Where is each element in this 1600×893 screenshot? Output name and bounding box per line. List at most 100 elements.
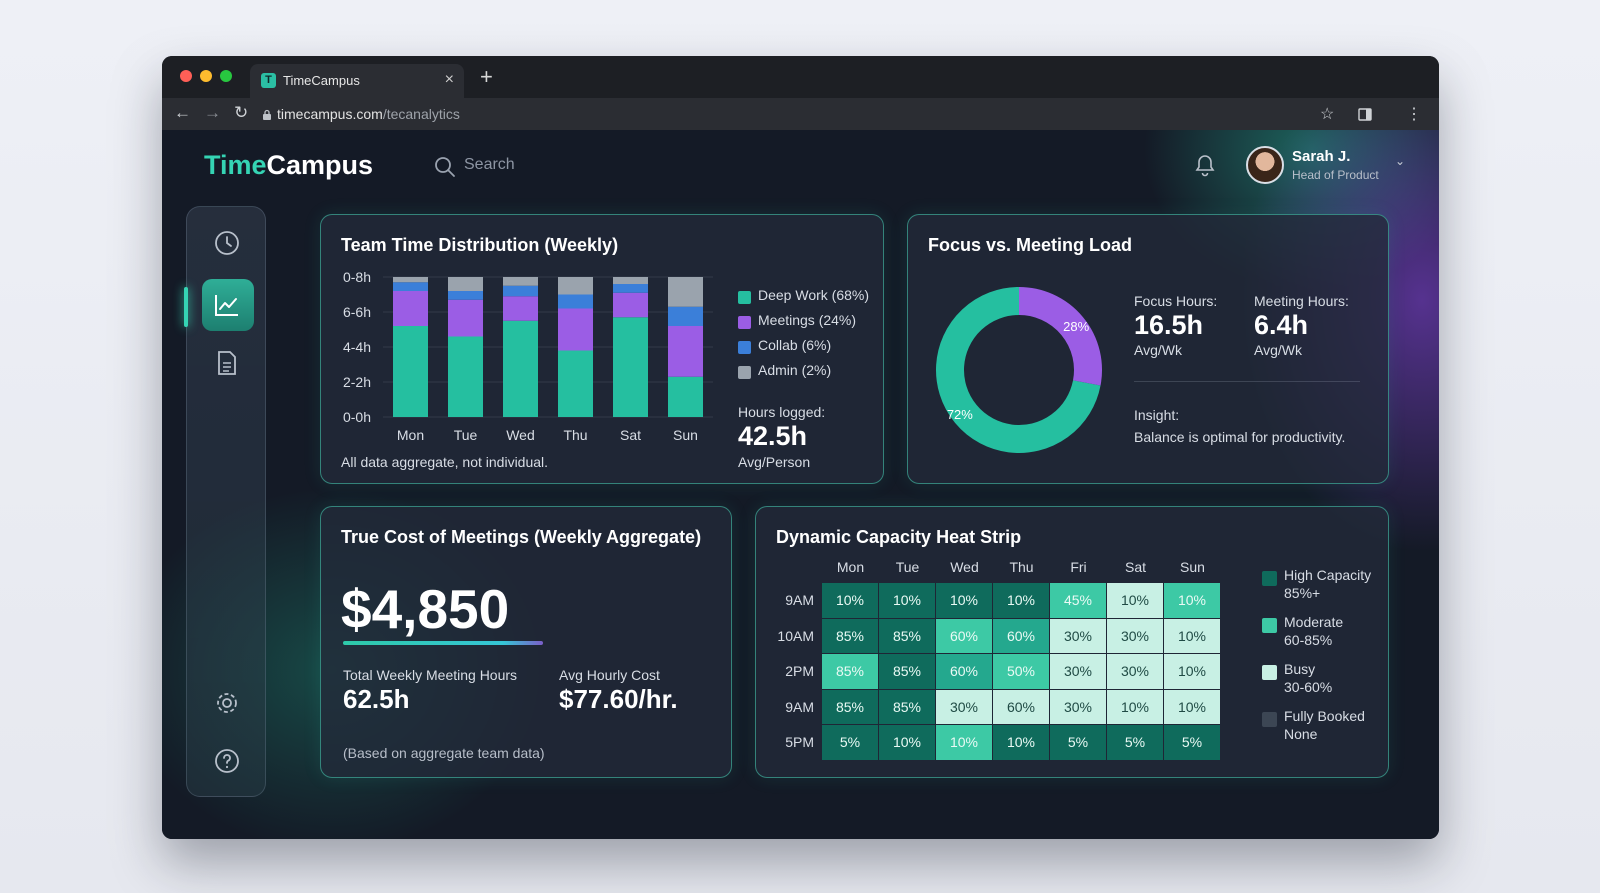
- bar-segment: [613, 292, 648, 318]
- browser-tab[interactable]: T TimeCampus ×: [250, 64, 464, 98]
- heat-cell[interactable]: 85%: [879, 689, 935, 724]
- heat-column-header: Tue: [895, 559, 920, 575]
- heat-cell[interactable]: 10%: [1164, 583, 1220, 618]
- bookmark-star-icon[interactable]: ☆: [1320, 106, 1335, 123]
- sidebar-item-help[interactable]: [209, 743, 245, 779]
- legend-label: Admin (2%): [758, 362, 832, 378]
- heat-cell[interactable]: 30%: [936, 689, 992, 724]
- heat-cell[interactable]: 60%: [993, 689, 1049, 724]
- meeting-hours-label: Meeting Hours:: [1254, 293, 1349, 309]
- heat-cell[interactable]: 85%: [879, 618, 935, 653]
- forward-icon[interactable]: →: [204, 103, 221, 122]
- sidebar-toggle-icon[interactable]: [1358, 108, 1372, 121]
- heat-cell[interactable]: 85%: [822, 618, 878, 653]
- heat-cell[interactable]: 10%: [993, 725, 1049, 760]
- heat-cell[interactable]: 5%: [1107, 725, 1163, 760]
- avatar[interactable]: [1246, 146, 1284, 184]
- heat-column-header: Mon: [836, 559, 865, 575]
- sidebar: [184, 206, 266, 797]
- heat-cell[interactable]: 10%: [936, 583, 992, 618]
- heat-cell[interactable]: 30%: [1050, 654, 1106, 689]
- heat-cell[interactable]: 10%: [1164, 618, 1220, 653]
- donut-slice: [936, 287, 1101, 453]
- app-logo[interactable]: TimeCampus: [204, 150, 373, 181]
- cost-card: True Cost of Meetings (Weekly Aggregate)…: [320, 506, 732, 778]
- legend-label: Deep Work (68%): [758, 287, 870, 303]
- minimize-window-dot[interactable]: [200, 70, 212, 82]
- new-tab-icon[interactable]: +: [480, 64, 493, 89]
- heat-cell[interactable]: 30%: [1050, 618, 1106, 653]
- heat-card: Dynamic Capacity Heat Strip Mon Tue Wed Thu…: [755, 506, 1389, 778]
- heat-legend-range: 30-60%: [1284, 679, 1333, 695]
- bar-segment: [503, 296, 538, 321]
- insight-text: Balance is optimal for productivity.: [1134, 429, 1346, 445]
- address-bar[interactable]: timecampus.com/tecanalytics: [277, 106, 460, 122]
- notification-bell-icon[interactable]: [1194, 153, 1216, 177]
- x-tick-label: Wed: [506, 427, 535, 443]
- heat-cell[interactable]: 85%: [822, 689, 878, 724]
- distribution-card: Team Time Distribution (Weekly) 0-0h 2-2h…: [320, 214, 884, 484]
- bar-segment: [393, 282, 428, 291]
- heat-cell[interactable]: 85%: [822, 654, 878, 689]
- heat-cell[interactable]: 5%: [1050, 725, 1106, 760]
- heat-cell[interactable]: 5%: [822, 725, 878, 760]
- heat-cell[interactable]: 30%: [1050, 689, 1106, 724]
- heat-legend-swatch: [1262, 712, 1277, 727]
- search-input[interactable]: Search: [434, 154, 634, 182]
- back-icon[interactable]: ←: [174, 103, 191, 122]
- y-tick-label: 0-0h: [343, 409, 371, 425]
- cost-amount: $4,850: [341, 578, 510, 640]
- insight-label: Insight:: [1134, 407, 1180, 423]
- heat-cell[interactable]: 10%: [936, 725, 992, 760]
- heat-cell[interactable]: 45%: [1050, 583, 1106, 618]
- heat-legend-range: 85%+: [1284, 585, 1321, 601]
- bar-segment: [448, 277, 483, 291]
- heat-cell[interactable]: 50%: [993, 654, 1049, 689]
- sidebar-item-settings[interactable]: [209, 685, 245, 721]
- heat-cell[interactable]: 85%: [879, 654, 935, 689]
- sidebar-item-analytics[interactable]: [209, 287, 245, 323]
- legend-swatch: [738, 316, 751, 329]
- reload-icon[interactable]: ↻: [234, 103, 249, 122]
- heat-cell[interactable]: 10%: [879, 725, 935, 760]
- search-icon: [435, 157, 455, 177]
- bar-segment: [613, 317, 648, 417]
- heat-cell[interactable]: 10%: [879, 583, 935, 618]
- user-name[interactable]: Sarah J.: [1292, 148, 1351, 165]
- heat-row-label: 10AM: [777, 627, 814, 644]
- sidebar-item-clock[interactable]: [209, 225, 245, 261]
- focus-divider: [1134, 381, 1360, 382]
- heat-cell[interactable]: 60%: [936, 654, 992, 689]
- focus-hours-unit: Avg/Wk: [1134, 342, 1182, 358]
- heat-cell[interactable]: 10%: [822, 583, 878, 618]
- heat-cell[interactable]: 10%: [1164, 689, 1220, 724]
- heat-legend-label: Fully Booked: [1284, 708, 1365, 724]
- maximize-window-dot[interactable]: [220, 70, 232, 82]
- tab-bar: T TimeCampus × +: [162, 56, 1439, 98]
- bar-segment: [558, 308, 593, 351]
- bar-segment: [393, 326, 428, 417]
- y-tick-label: 0-8h: [343, 269, 371, 285]
- sidebar-item-reports[interactable]: [209, 345, 245, 381]
- search-placeholder: Search: [464, 156, 515, 173]
- heat-cell[interactable]: 10%: [1107, 583, 1163, 618]
- browser-menu-icon[interactable]: ⋮: [1406, 106, 1422, 123]
- tab-close-icon[interactable]: ×: [444, 71, 454, 88]
- chevron-down-icon[interactable]: ⌄: [1395, 154, 1406, 168]
- heat-cell[interactable]: 60%: [993, 618, 1049, 653]
- bar-segment: [393, 291, 428, 326]
- heat-cell[interactable]: 5%: [1164, 725, 1220, 760]
- heat-cell[interactable]: 10%: [1107, 689, 1163, 724]
- heat-cell[interactable]: 10%: [993, 583, 1049, 618]
- bar-segment: [503, 277, 538, 286]
- x-tick-label: Mon: [397, 427, 424, 443]
- heat-legend-range: None: [1284, 726, 1318, 742]
- heat-cell[interactable]: 10%: [1164, 654, 1220, 689]
- close-window-dot[interactable]: [180, 70, 192, 82]
- heat-cell[interactable]: 30%: [1107, 654, 1163, 689]
- heat-cell[interactable]: 30%: [1107, 618, 1163, 653]
- y-tick-label: 6-6h: [343, 304, 371, 320]
- heat-column-header: Sun: [1180, 559, 1205, 575]
- heat-cell[interactable]: 60%: [936, 618, 992, 653]
- bar-segment: [558, 294, 593, 309]
